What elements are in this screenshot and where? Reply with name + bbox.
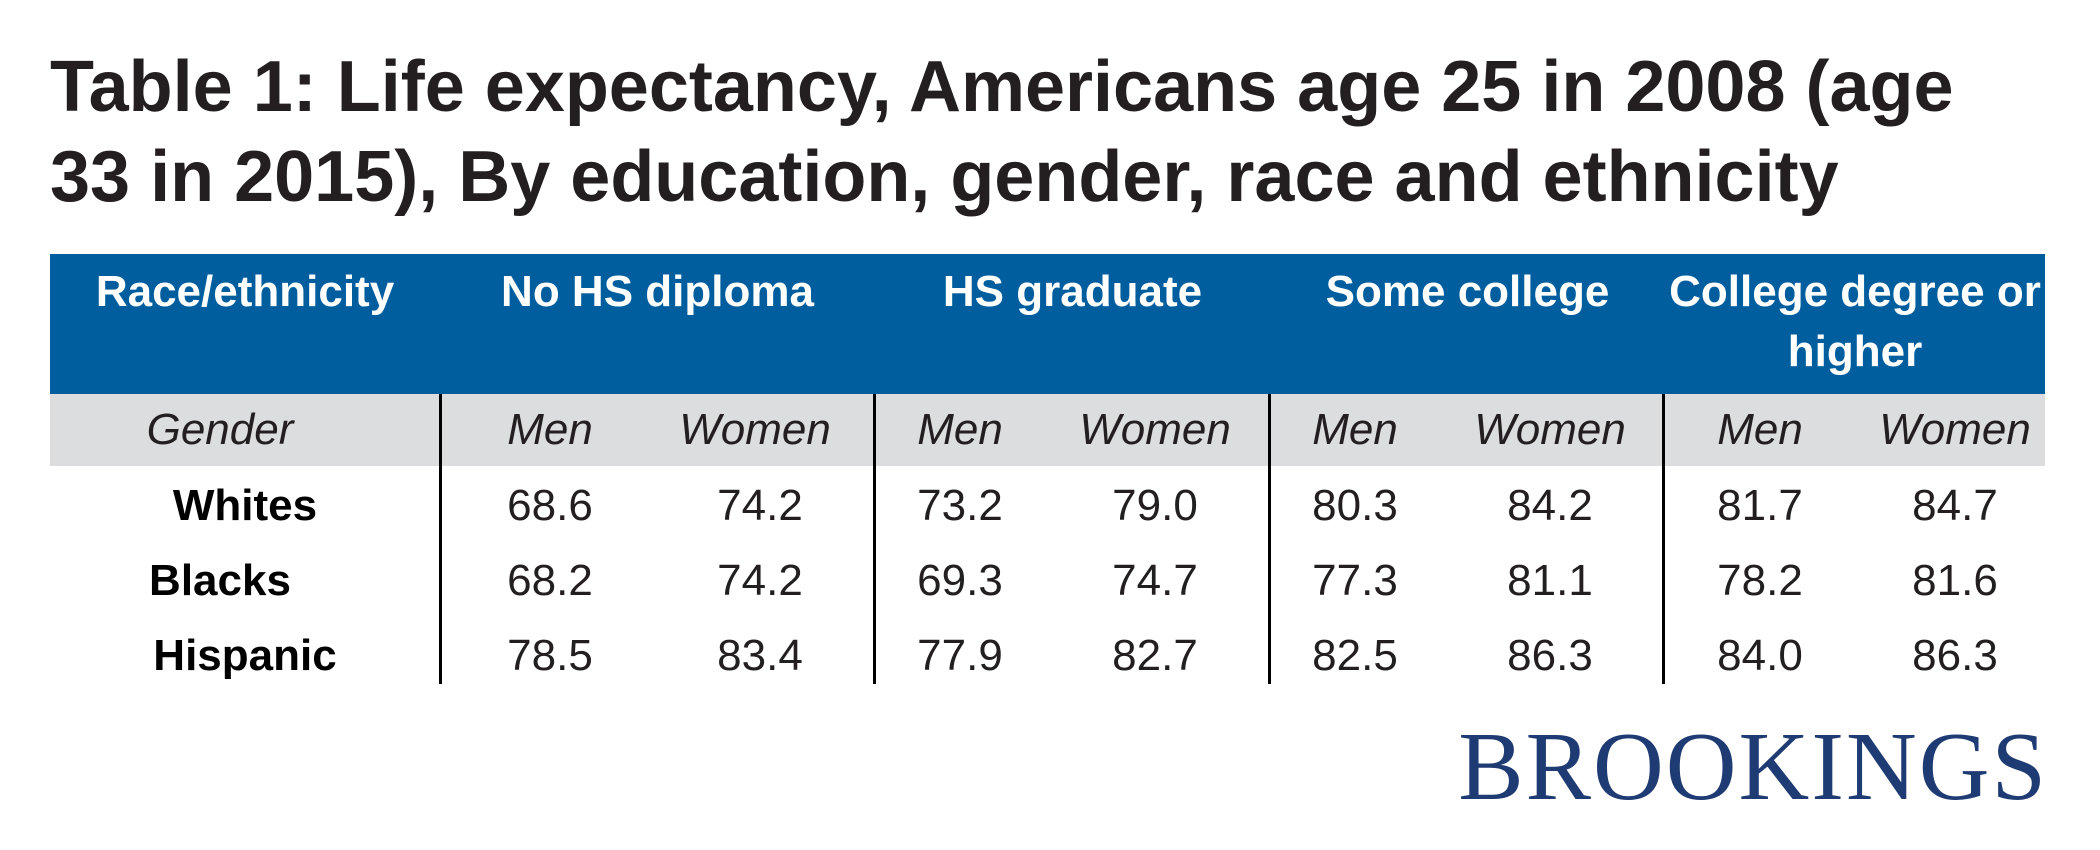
column-header-no-hs-diploma: No HS diploma [501, 267, 814, 316]
table-cell: 86.3 [1912, 631, 1998, 680]
table-cell: 77.9 [917, 631, 1003, 680]
table-cell: 81.7 [1717, 481, 1803, 530]
table-cell: 82.5 [1312, 631, 1398, 680]
table-cell: 80.3 [1312, 481, 1398, 530]
table-cell: 78.5 [507, 631, 593, 680]
column-header-college-degree: College degree or higher [1669, 267, 2041, 376]
table-cell: 84.7 [1912, 481, 1998, 530]
subheader-men: Men [917, 405, 1003, 454]
subheader-women: Women [1079, 405, 1231, 454]
row-label-whites: Whites [172, 481, 318, 530]
row-label-hispanic: Hispanic [153, 631, 337, 680]
subheader-men: Men [1312, 405, 1398, 454]
table-cell: 69.3 [917, 556, 1003, 605]
table-cell: 74.7 [1112, 556, 1198, 605]
column-divider [439, 394, 442, 684]
table-title: Table 1: Life expectancy, Americans age … [50, 47, 1954, 217]
table-cell: 81.6 [1912, 556, 1998, 605]
table-cell: 68.6 [507, 481, 593, 530]
table-cell: 79.0 [1112, 481, 1198, 530]
table-cell: 73.2 [917, 481, 1003, 530]
table-cell: 84.2 [1507, 481, 1593, 530]
table-cell: 74.2 [717, 556, 803, 605]
table-cell: 77.3 [1312, 556, 1398, 605]
table-cell: 68.2 [507, 556, 593, 605]
table-cell: 84.0 [1717, 631, 1803, 680]
table-cell: 82.7 [1112, 631, 1198, 680]
subheader-men: Men [507, 405, 593, 454]
subheader-women: Women [1474, 405, 1626, 454]
column-header-some-college: Some college [1325, 267, 1610, 316]
row-header-label: Race/ethnicity [95, 267, 395, 316]
brookings-logo: BROOKINGS [1458, 713, 2048, 821]
gender-subheader-band [50, 394, 2045, 466]
subheader-women: Women [1879, 405, 2031, 454]
table-cell: 86.3 [1507, 631, 1593, 680]
subheader-gender-label: Gender [146, 405, 294, 454]
column-divider [1268, 394, 1271, 684]
table-cell: 74.2 [717, 481, 803, 530]
subheader-women: Women [679, 405, 831, 454]
table-header-band [50, 254, 2045, 394]
table-cell: 83.4 [717, 631, 803, 680]
subheader-men: Men [1717, 405, 1803, 454]
table-cell: 81.1 [1507, 556, 1593, 605]
column-header-hs-graduate: HS graduate [942, 267, 1203, 316]
row-label-blacks: Blacks [149, 556, 291, 605]
column-divider [1662, 394, 1665, 684]
table-cell: 78.2 [1717, 556, 1803, 605]
column-divider [873, 394, 876, 684]
